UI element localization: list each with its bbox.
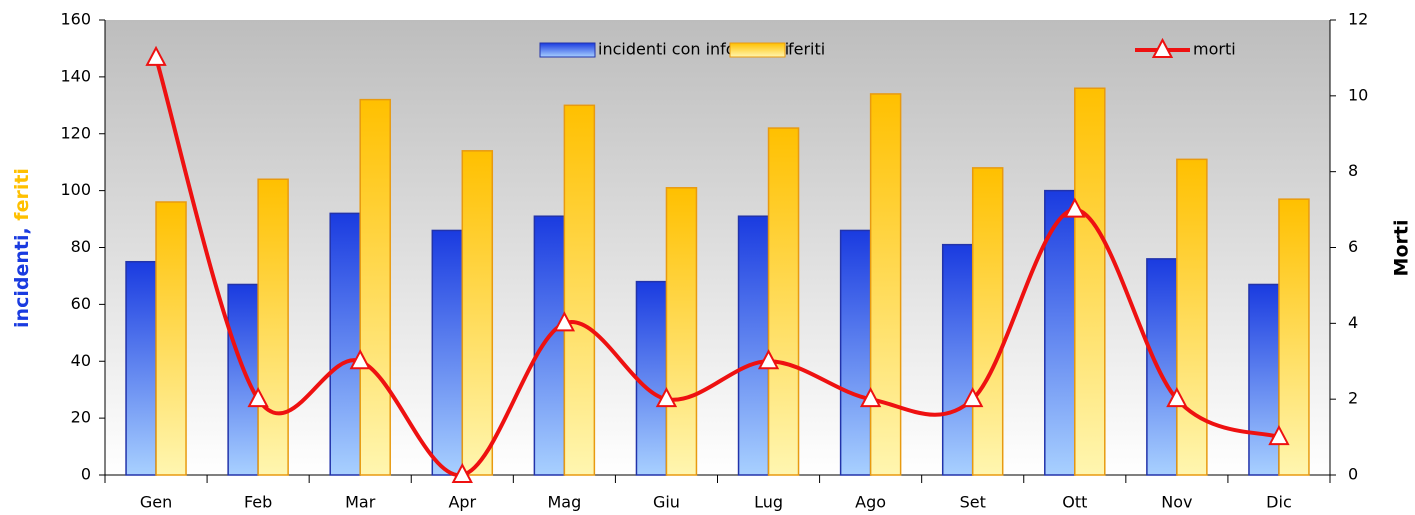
bar — [665, 187, 698, 476]
y2-axis-label: Morti — [1391, 220, 1413, 277]
x-tick-label: Nov — [1161, 493, 1192, 512]
marker — [451, 462, 473, 483]
marker — [1064, 197, 1086, 218]
y-tick-label: 160 — [60, 10, 91, 29]
bar — [737, 215, 770, 476]
x-tick-label: Gen — [140, 493, 172, 512]
marker — [349, 349, 371, 370]
bar — [767, 127, 800, 476]
bar — [1278, 198, 1310, 476]
y-tick-label: 100 — [60, 180, 91, 199]
y-axis-label-part: feriti — [11, 168, 33, 221]
y2-tick-label: 4 — [1348, 313, 1358, 332]
bar — [257, 178, 289, 476]
bar — [1248, 283, 1280, 476]
y2-tick-label: 12 — [1348, 10, 1368, 29]
legend-label: feriti — [788, 40, 825, 59]
bar — [971, 167, 1004, 476]
y-axis-label-part: incidenti, — [11, 227, 33, 328]
y2-tick-label: 8 — [1348, 161, 1358, 180]
bar — [941, 243, 974, 476]
bar — [869, 93, 902, 476]
bar — [563, 104, 596, 476]
bar — [431, 229, 464, 476]
x-tick-label: Dic — [1266, 493, 1292, 512]
bar — [155, 201, 187, 476]
marker — [145, 45, 167, 66]
bar — [1146, 258, 1178, 476]
bar — [1074, 87, 1106, 476]
y2-tick-label: 10 — [1348, 85, 1368, 104]
marker — [1166, 387, 1188, 408]
y-tick-label: 60 — [71, 294, 91, 313]
x-tick-label: Mag — [547, 493, 581, 512]
bar — [635, 280, 668, 476]
marker — [247, 387, 269, 408]
y-tick-label: 20 — [71, 408, 91, 427]
legend-marker — [1151, 37, 1174, 58]
legend-swatch — [729, 42, 786, 58]
x-tick-label: Apr — [448, 493, 476, 512]
legend-label: morti — [1193, 40, 1236, 59]
x-tick-label: Mar — [345, 493, 376, 512]
bar — [839, 229, 872, 476]
bar — [125, 260, 157, 476]
bar — [359, 98, 391, 476]
x-tick-label: Set — [960, 493, 986, 512]
bar — [533, 215, 566, 476]
x-tick-label: Ago — [855, 493, 886, 512]
y-tick-label: 120 — [60, 123, 91, 142]
marker — [859, 387, 882, 408]
marker — [553, 311, 576, 332]
y2-tick-label: 2 — [1348, 389, 1358, 408]
x-tick-label: Ott — [1062, 493, 1087, 512]
y2-tick-label: 0 — [1348, 465, 1358, 484]
bar — [227, 283, 259, 476]
marker — [655, 387, 678, 408]
x-tick-label: Giu — [653, 493, 680, 512]
y-axis-label: incidenti, feriti — [11, 168, 33, 328]
plot-area — [105, 20, 1330, 475]
bar — [1176, 158, 1208, 476]
bar — [461, 150, 494, 476]
bar — [1044, 189, 1076, 476]
y-tick-label: 0 — [81, 465, 91, 484]
marker — [1268, 424, 1290, 446]
legend-swatch — [539, 42, 596, 58]
bar — [329, 212, 361, 476]
y-tick-label: 140 — [60, 66, 91, 85]
x-tick-label: Lug — [754, 493, 783, 512]
x-tick-label: Feb — [244, 493, 272, 512]
y2-tick-label: 6 — [1348, 237, 1358, 256]
y-tick-label: 40 — [71, 351, 91, 370]
marker — [962, 387, 984, 408]
y-tick-label: 80 — [71, 237, 91, 256]
marker — [757, 349, 780, 370]
